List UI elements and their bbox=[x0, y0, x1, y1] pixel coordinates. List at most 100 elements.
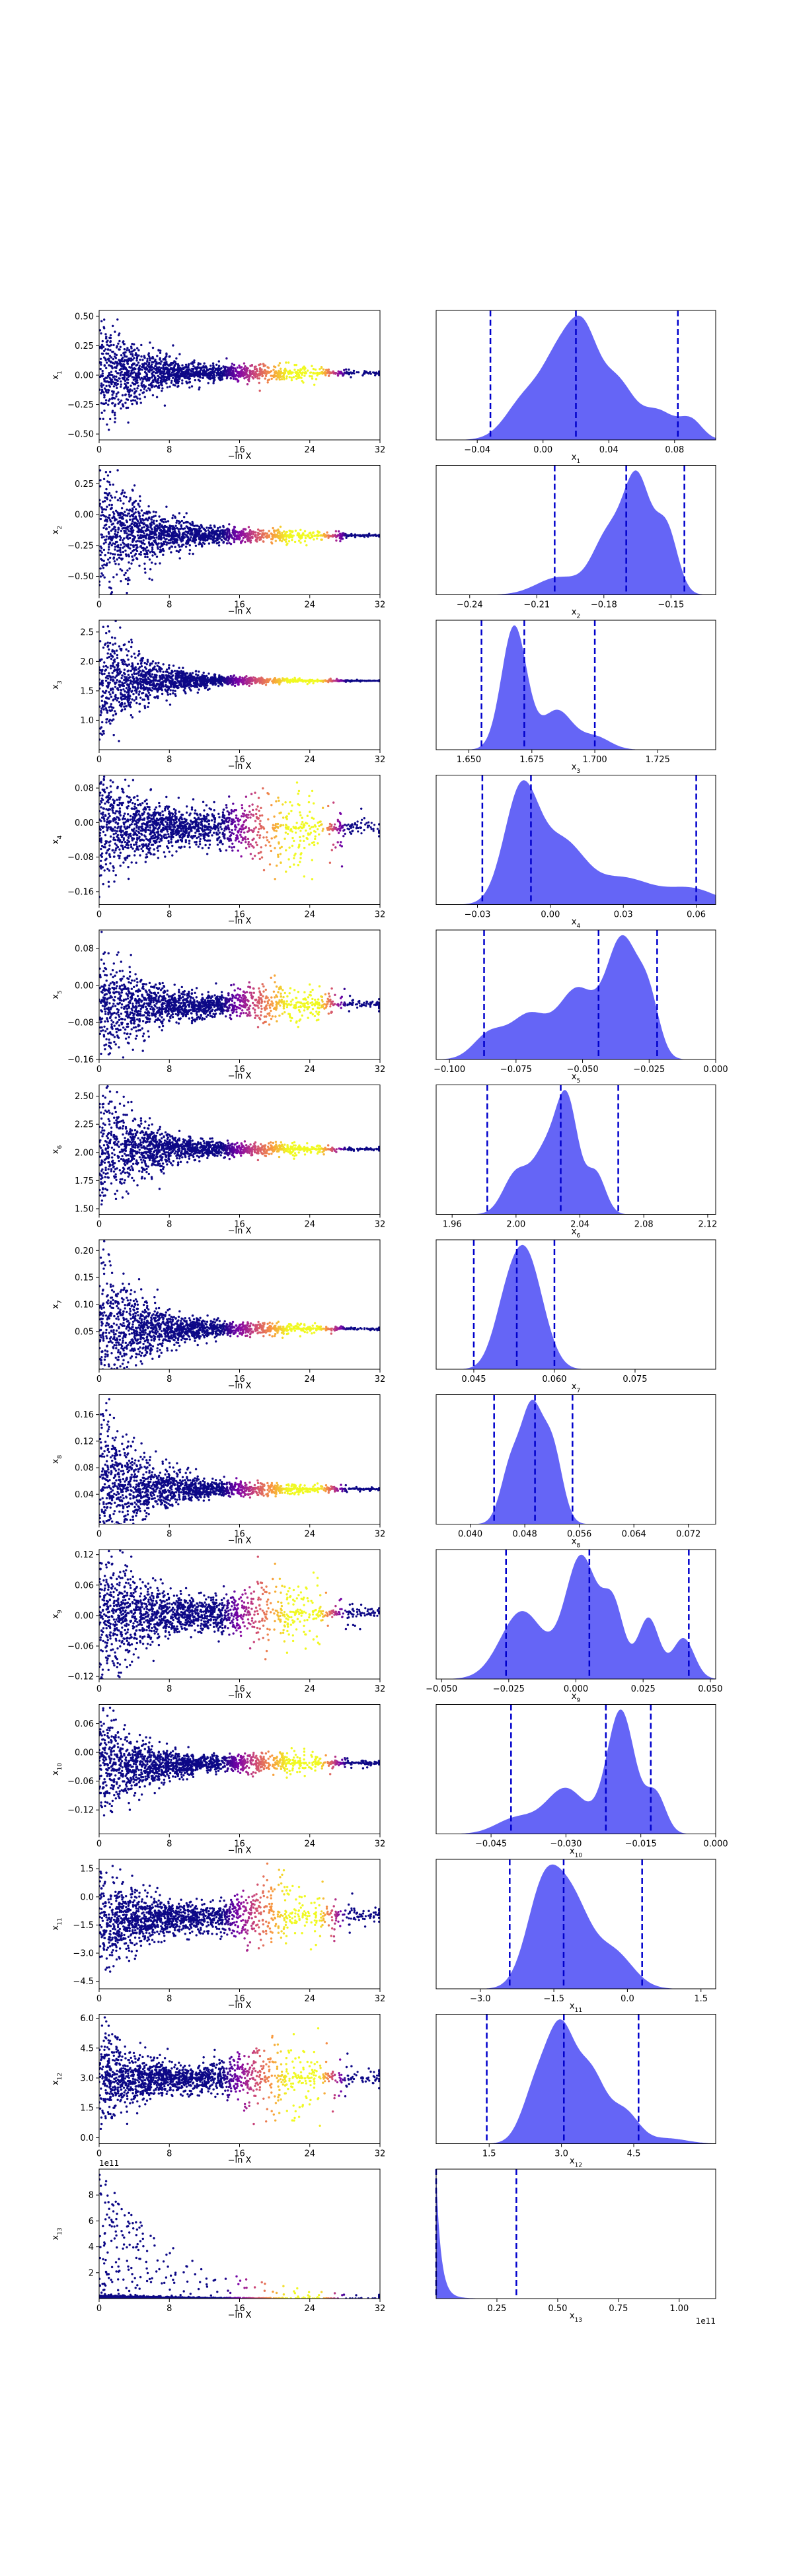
trace-point bbox=[200, 537, 204, 540]
trace-point bbox=[102, 665, 105, 668]
trace-point bbox=[197, 378, 200, 381]
trace-point bbox=[146, 360, 149, 363]
trace-point bbox=[118, 668, 121, 670]
trace-point bbox=[139, 359, 141, 361]
trace-point bbox=[134, 689, 137, 692]
trace-point bbox=[256, 531, 260, 534]
trace-point bbox=[318, 373, 321, 375]
trace-point bbox=[208, 372, 210, 375]
trace-point bbox=[133, 523, 135, 526]
trace-point bbox=[156, 690, 159, 693]
trace-point bbox=[219, 676, 222, 679]
trace-point bbox=[146, 357, 149, 360]
trace-point bbox=[351, 534, 354, 537]
trace-point bbox=[149, 826, 151, 829]
trace-point bbox=[343, 371, 346, 374]
trace-point bbox=[260, 678, 263, 680]
trace-point bbox=[149, 384, 153, 386]
trace-point bbox=[130, 353, 132, 355]
trace-point bbox=[198, 386, 201, 389]
trace-point bbox=[105, 690, 108, 692]
trace-point bbox=[231, 683, 235, 686]
trace-point bbox=[120, 511, 122, 515]
trace-point bbox=[348, 368, 350, 371]
trace-point bbox=[290, 378, 293, 382]
trace-point bbox=[139, 528, 141, 531]
trace-point bbox=[219, 526, 221, 528]
trace-point bbox=[117, 546, 120, 549]
trace-point bbox=[101, 690, 104, 693]
trace-point bbox=[118, 340, 121, 343]
trace-point bbox=[120, 530, 123, 532]
trace-point bbox=[125, 648, 128, 651]
trace-point bbox=[192, 365, 195, 368]
trace-point bbox=[116, 550, 119, 552]
trace-point bbox=[206, 682, 208, 685]
trace-point bbox=[147, 701, 150, 705]
trace-point bbox=[102, 542, 105, 545]
trace-point bbox=[175, 374, 178, 376]
trace-xtick-label: 8 bbox=[167, 445, 172, 455]
trace-point bbox=[113, 666, 116, 668]
trace-point bbox=[321, 371, 324, 374]
trace-point bbox=[369, 373, 372, 375]
trace-point bbox=[283, 378, 285, 380]
trace-point bbox=[205, 366, 208, 369]
trace-point bbox=[242, 679, 245, 682]
trace-point bbox=[119, 514, 122, 517]
trace-point bbox=[162, 375, 165, 378]
trace-point bbox=[143, 705, 146, 707]
trace-point bbox=[262, 529, 265, 532]
trace-point bbox=[283, 538, 286, 542]
trace-point bbox=[153, 371, 155, 373]
trace-point bbox=[227, 676, 229, 678]
trace-point bbox=[126, 569, 129, 572]
trace-point bbox=[170, 545, 173, 548]
trace-point bbox=[311, 789, 314, 793]
trace-point bbox=[287, 371, 289, 373]
trace-point bbox=[134, 508, 137, 511]
trace-point bbox=[108, 355, 111, 357]
trace-point bbox=[128, 689, 131, 692]
trace-point bbox=[99, 705, 101, 708]
trace-point bbox=[100, 557, 102, 561]
trace-point bbox=[99, 713, 102, 717]
trace-point bbox=[115, 490, 118, 493]
trace-point bbox=[155, 688, 158, 691]
trace-point bbox=[128, 663, 131, 666]
trace-point bbox=[129, 497, 132, 499]
trace-point bbox=[179, 548, 182, 552]
trace-point bbox=[163, 518, 165, 520]
trace-point bbox=[352, 369, 356, 373]
trace-point bbox=[217, 526, 219, 530]
trace-xtick-label: 24 bbox=[304, 445, 315, 455]
trace-point bbox=[194, 538, 198, 542]
trace-point bbox=[345, 368, 348, 371]
trace-point bbox=[114, 668, 116, 671]
trace-point bbox=[136, 397, 139, 400]
trace-point bbox=[106, 520, 108, 523]
trace-point bbox=[268, 371, 271, 374]
trace-point bbox=[100, 363, 102, 366]
trace-point bbox=[258, 389, 261, 392]
trace-point bbox=[284, 535, 287, 538]
trace-point bbox=[161, 529, 164, 532]
trace-point bbox=[107, 683, 110, 686]
trace-point bbox=[256, 377, 259, 380]
trace-point bbox=[154, 553, 157, 555]
trace-point bbox=[227, 368, 230, 371]
trace-point bbox=[225, 375, 228, 377]
trace-point bbox=[225, 377, 228, 380]
trace-point bbox=[116, 382, 119, 386]
trace-point bbox=[226, 532, 229, 534]
trace-point bbox=[146, 379, 149, 382]
trace-point bbox=[117, 398, 120, 401]
trace-point bbox=[367, 680, 369, 682]
trace-point bbox=[215, 683, 217, 686]
trace-point bbox=[102, 626, 104, 628]
trace-point bbox=[131, 526, 133, 530]
trace-point bbox=[283, 530, 285, 533]
trace-point bbox=[148, 369, 151, 371]
trace-point bbox=[141, 674, 143, 676]
